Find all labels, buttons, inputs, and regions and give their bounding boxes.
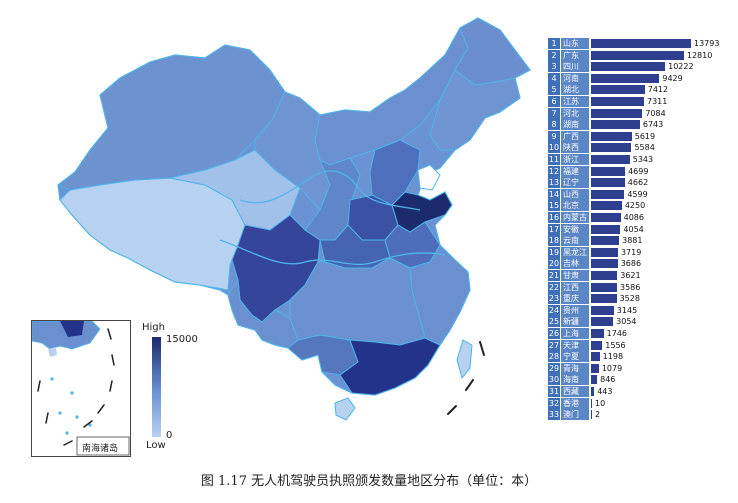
region-xizang bbox=[59, 177, 246, 291]
river-yangtze bbox=[219, 239, 446, 266]
region-hebei bbox=[369, 139, 421, 206]
legend-low-label: Low bbox=[146, 440, 166, 451]
river-yellow bbox=[239, 170, 421, 211]
bohai-sea bbox=[417, 164, 441, 191]
legend-max-value: 15000 bbox=[166, 334, 198, 345]
inset-label: 南海诸岛 bbox=[82, 444, 119, 454]
figure-caption: 图 1.17 无人机驾驶员执照颁发数量地区分布（单位：本） bbox=[200, 474, 538, 489]
region-jilin-liaoning bbox=[429, 69, 521, 151]
region-hainan bbox=[334, 397, 356, 421]
region-xinjiang bbox=[57, 44, 286, 191]
color-legend: High 15000 0 Low bbox=[140, 322, 210, 451]
legend-min-value: 0 bbox=[166, 430, 173, 441]
region-taiwan bbox=[456, 339, 473, 380]
sea-boundary-dashes bbox=[447, 341, 485, 415]
inset-map bbox=[32, 321, 130, 456]
region-sichuan bbox=[231, 214, 321, 323]
region-guangxi bbox=[287, 334, 359, 376]
region-central-south bbox=[289, 257, 426, 346]
region-heilongjiang bbox=[454, 17, 531, 86]
region-guangdong bbox=[339, 337, 441, 396]
legend-high-label: High bbox=[142, 322, 165, 333]
region-qinghai bbox=[169, 149, 301, 231]
south-china-sea-inset: 南海诸岛 bbox=[31, 320, 131, 457]
legend-gradient bbox=[152, 337, 161, 437]
